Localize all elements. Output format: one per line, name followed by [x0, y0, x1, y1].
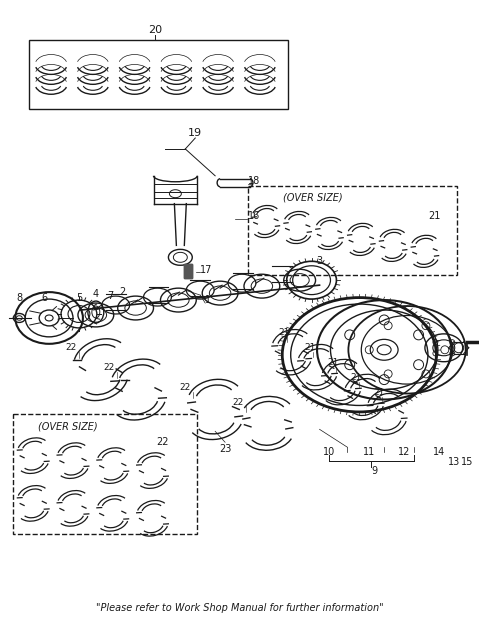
- Text: 10: 10: [324, 447, 336, 457]
- Text: 5: 5: [76, 293, 82, 303]
- Bar: [184, 264, 192, 278]
- Text: "Please refer to Work Shop Manual for further information": "Please refer to Work Shop Manual for fu…: [96, 603, 384, 613]
- Text: 19: 19: [188, 128, 203, 138]
- Text: 21: 21: [278, 328, 289, 338]
- Text: 16: 16: [248, 211, 260, 221]
- Text: 7: 7: [108, 291, 114, 301]
- Text: 11: 11: [363, 447, 375, 457]
- Text: 9: 9: [371, 466, 377, 476]
- Bar: [13, 414, 197, 534]
- Bar: [29, 39, 288, 109]
- Text: 15: 15: [460, 457, 473, 467]
- Text: 23: 23: [219, 444, 231, 454]
- Text: 6: 6: [41, 293, 47, 303]
- Bar: [248, 186, 457, 275]
- Text: 4: 4: [93, 289, 99, 299]
- Text: 8: 8: [16, 293, 23, 303]
- Text: 17: 17: [200, 265, 213, 275]
- Text: 21: 21: [373, 388, 385, 397]
- Text: 21: 21: [328, 358, 339, 367]
- Text: 2: 2: [120, 287, 126, 297]
- Text: 20: 20: [148, 24, 163, 34]
- Text: 21: 21: [429, 211, 441, 221]
- Text: 22: 22: [103, 363, 114, 372]
- Text: 1: 1: [205, 295, 211, 305]
- Text: (OVER SIZE): (OVER SIZE): [283, 192, 342, 202]
- Text: 3: 3: [316, 256, 323, 266]
- Text: 14: 14: [432, 447, 445, 457]
- Bar: [184, 264, 192, 278]
- Text: 21: 21: [304, 343, 315, 352]
- Text: 12: 12: [398, 447, 410, 457]
- Text: 22: 22: [156, 438, 168, 448]
- Text: 22: 22: [232, 398, 244, 407]
- Text: 18: 18: [248, 176, 260, 186]
- Text: 21: 21: [350, 373, 362, 382]
- Text: (OVER SIZE): (OVER SIZE): [38, 421, 98, 431]
- Text: 13: 13: [448, 457, 460, 467]
- Text: 22: 22: [65, 343, 77, 352]
- Text: 22: 22: [180, 383, 191, 392]
